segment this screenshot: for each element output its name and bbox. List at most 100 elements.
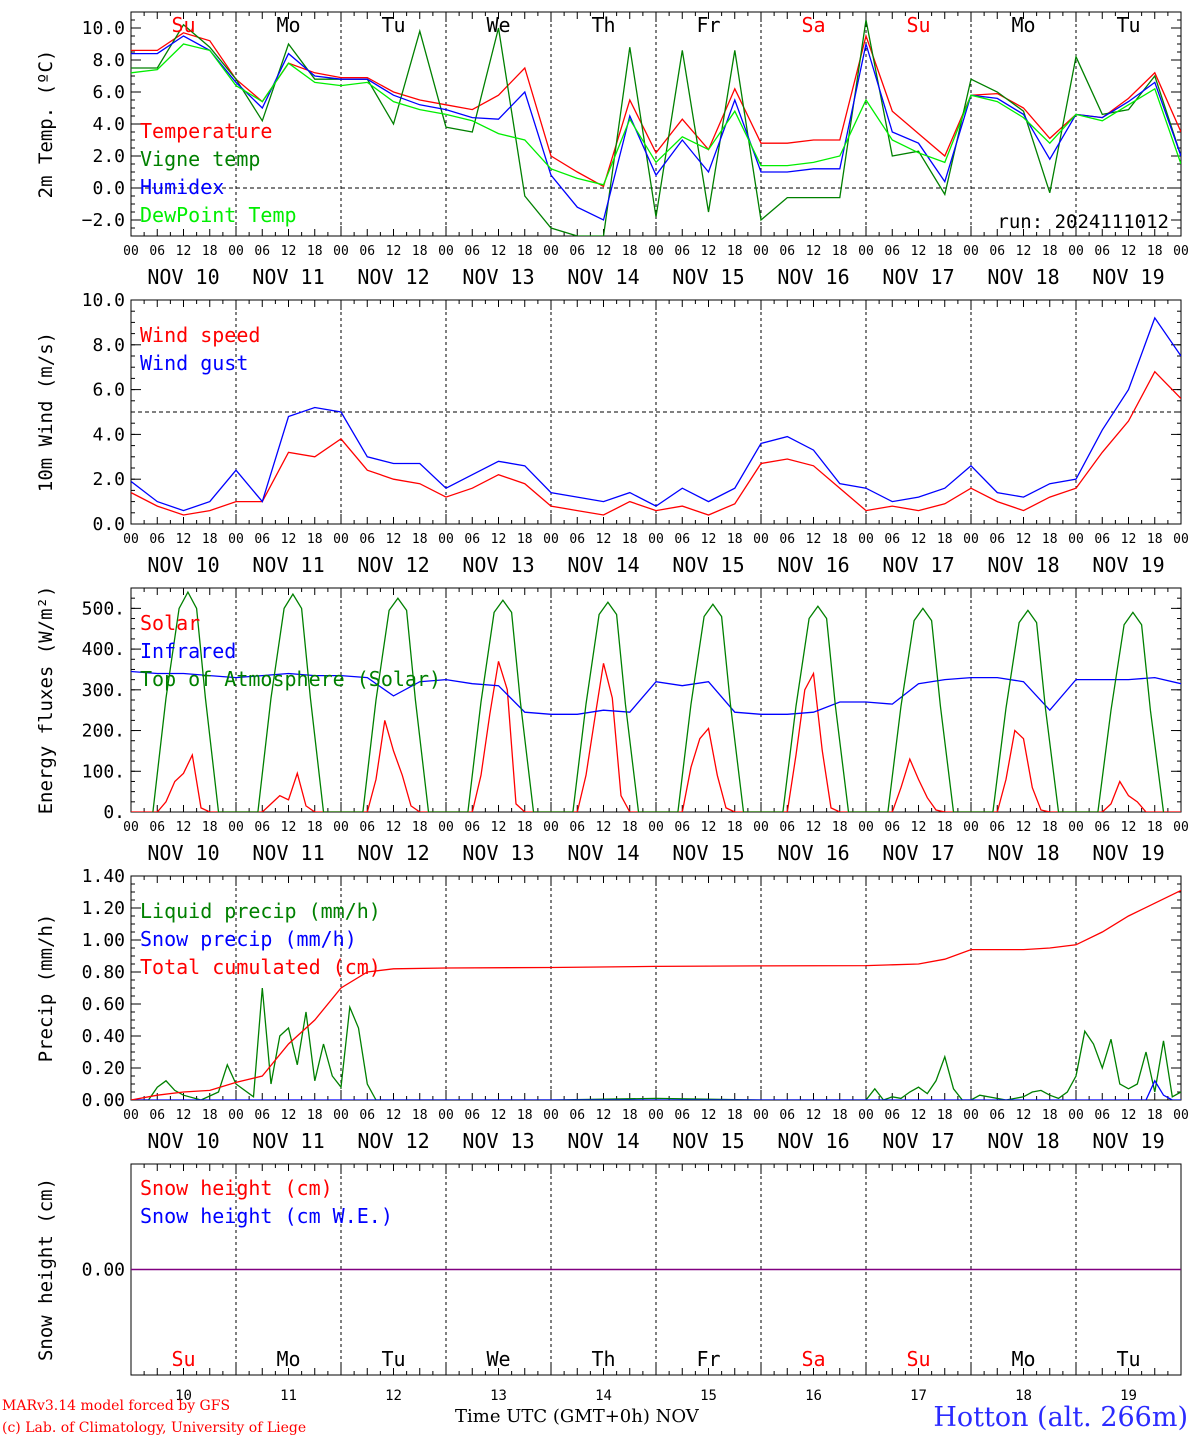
hour-tick-label: 00: [648, 244, 664, 259]
hour-tick-label: 18: [412, 1108, 428, 1123]
hour-tick-label: 00: [1173, 532, 1189, 547]
legend-entry: Vigne temp: [140, 147, 260, 171]
hour-tick-label: 12: [386, 820, 402, 835]
hour-tick-label: 06: [569, 244, 585, 259]
series-line-top-of-atmosphere-solar-: [152, 590, 1165, 812]
date-label: NOV 19: [1092, 553, 1164, 577]
hour-tick-label: 06: [1094, 1108, 1110, 1123]
hour-tick-label: 18: [1042, 1108, 1058, 1123]
hour-tick-label: 06: [569, 532, 585, 547]
y-tick-label: 4.0: [92, 424, 125, 445]
y-tick-label: 2.0: [92, 469, 125, 490]
hour-tick-label: 18: [202, 1108, 218, 1123]
hour-tick-label: 06: [674, 244, 690, 259]
day-of-week-label: Su: [906, 13, 930, 37]
y-tick-label: 500.: [82, 598, 125, 619]
y-tick-label: 0.0: [92, 514, 125, 535]
hour-tick-label: 12: [491, 244, 507, 259]
hour-tick-label: 06: [884, 820, 900, 835]
hour-tick-label: 12: [1121, 820, 1137, 835]
hour-tick-label: 12: [281, 532, 297, 547]
date-label: NOV 18: [987, 265, 1059, 289]
hour-tick-label: 06: [674, 1108, 690, 1123]
date-label: NOV 12: [357, 553, 429, 577]
hour-tick-label: 00: [228, 820, 244, 835]
hour-tick-label: 18: [412, 820, 428, 835]
hour-tick-label: 18: [727, 820, 743, 835]
hour-tick-label: 18: [622, 244, 638, 259]
hour-tick-label: 12: [701, 820, 717, 835]
hour-tick-label: 00: [1068, 244, 1084, 259]
day-of-week-label: Mo: [1011, 13, 1035, 37]
hour-tick-label: 18: [307, 1108, 323, 1123]
hour-tick-label: 00: [963, 1108, 979, 1123]
hour-tick-label: 18: [202, 244, 218, 259]
y-tick-label: 4.0: [92, 114, 125, 135]
hour-tick-label: 06: [359, 1108, 375, 1123]
hour-tick-label: 06: [149, 1108, 165, 1123]
day-of-week-label: Mo: [276, 13, 300, 37]
hour-tick-label: 00: [858, 532, 874, 547]
hour-tick-label: 12: [1121, 244, 1137, 259]
date-label: NOV 13: [462, 265, 534, 289]
hour-tick-label: 12: [806, 820, 822, 835]
y-tick-label: 0.: [103, 802, 125, 823]
y-tick-label: 400.: [82, 639, 125, 660]
day-number-label: 19: [1120, 1388, 1137, 1404]
hour-tick-label: 06: [464, 532, 480, 547]
hour-tick-label: 00: [438, 1108, 454, 1123]
hour-tick-label: 12: [1016, 1108, 1032, 1123]
hour-tick-label: 18: [832, 1108, 848, 1123]
hour-tick-label: 00: [438, 532, 454, 547]
legend-entry: DewPoint Temp: [140, 203, 297, 227]
hour-tick-label: 06: [674, 532, 690, 547]
y-tick-label: 2.0: [92, 146, 125, 167]
hour-tick-label: 06: [569, 1108, 585, 1123]
date-label: NOV 14: [567, 265, 639, 289]
y-tick-label: 0.80: [82, 962, 125, 983]
date-label: NOV 16: [777, 265, 849, 289]
hour-tick-label: 00: [333, 532, 349, 547]
series-line-wind-gust: [131, 316, 1181, 512]
y-tick-label: 0.60: [82, 994, 125, 1015]
date-label: NOV 13: [462, 841, 534, 865]
legend-entry: Snow precip (mm/h): [140, 927, 357, 951]
hour-tick-label: 12: [491, 820, 507, 835]
hour-tick-label: 18: [727, 244, 743, 259]
panel-snow: 0.00 Snow height (cm) Snow height (cm) Snow…: [35, 1163, 1182, 1404]
hour-tick-label: 18: [622, 820, 638, 835]
hour-tick-label: 12: [176, 244, 192, 259]
hour-tick-label: 18: [412, 244, 428, 259]
hour-tick-label: 12: [596, 1108, 612, 1123]
hour-tick-label: 06: [464, 1108, 480, 1123]
legend-entry: Solar: [140, 611, 200, 635]
hour-tick-label: 12: [1016, 820, 1032, 835]
hour-tick-label: 06: [149, 244, 165, 259]
hour-tick-label: 12: [176, 532, 192, 547]
day-of-week-label: Fr: [696, 1347, 720, 1371]
date-label: NOV 11: [252, 265, 324, 289]
y-tick-label: 0.00: [82, 1260, 125, 1281]
y-tick-label: 0.00: [82, 1090, 125, 1111]
hour-tick-label: 00: [543, 1108, 559, 1123]
day-number-label: 14: [595, 1388, 612, 1404]
legend-entry: Temperature: [140, 119, 272, 143]
date-label: NOV 18: [987, 1129, 1059, 1153]
hour-tick-label: 18: [517, 244, 533, 259]
hour-tick-label: 12: [596, 532, 612, 547]
day-of-week-label: Th: [591, 1347, 615, 1371]
date-label: NOV 12: [357, 1129, 429, 1153]
y-tick-label: 0.40: [82, 1026, 125, 1047]
hour-tick-label: 18: [1042, 244, 1058, 259]
day-of-week-label: Tu: [381, 1347, 405, 1371]
hour-tick-label: 12: [491, 1108, 507, 1123]
date-label: NOV 19: [1092, 1129, 1164, 1153]
panel-wind: 0.0 2.0 4.0 6.0 8.0 10.0 10m Wind (m/s) Wind sp…: [35, 290, 1189, 577]
hour-tick-label: 06: [989, 532, 1005, 547]
hour-tick-label: 06: [254, 1108, 270, 1123]
hour-tick-label: 06: [989, 820, 1005, 835]
hour-tick-label: 00: [228, 244, 244, 259]
date-label: NOV 10: [147, 265, 219, 289]
date-label: NOV 14: [567, 841, 639, 865]
day-number-label: 15: [700, 1388, 717, 1404]
